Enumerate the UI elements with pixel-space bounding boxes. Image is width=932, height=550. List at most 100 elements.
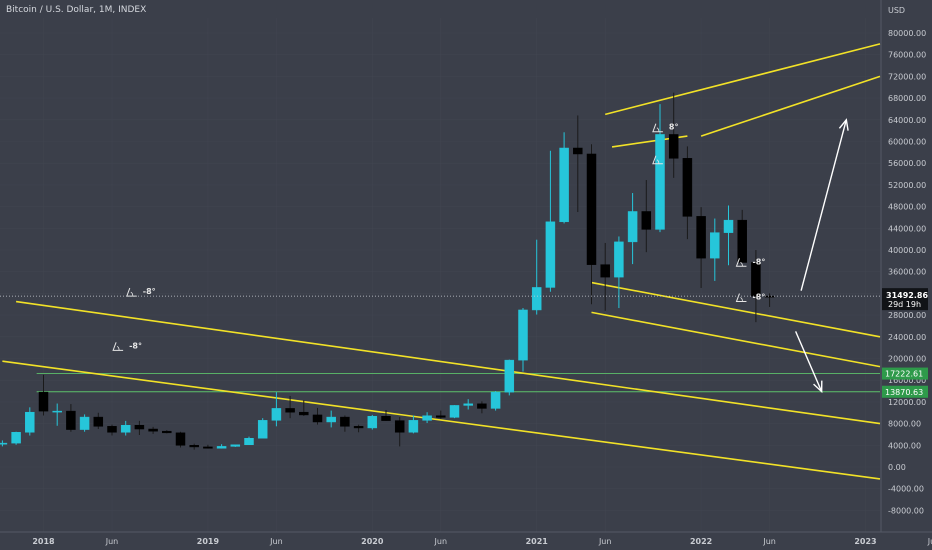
candle[interactable] [25, 407, 35, 436]
chart-title: Bitcoin / U.S. Dollar, 1M, INDEX [6, 5, 147, 15]
candle-body [545, 221, 556, 288]
candle[interactable] [299, 400, 309, 417]
candle[interactable] [38, 374, 49, 416]
forecast-arrow[interactable] [800, 118, 849, 291]
time-tick-label: Jun [927, 537, 932, 546]
candle-body [737, 219, 747, 263]
candle[interactable] [216, 444, 227, 449]
candle[interactable] [600, 242, 610, 311]
candle[interactable] [668, 92, 679, 178]
candle[interactable] [614, 236, 624, 309]
candle[interactable] [175, 431, 186, 448]
candle[interactable] [326, 410, 336, 428]
candle[interactable] [504, 359, 515, 396]
price-tick-label: 28000.00 [888, 311, 926, 320]
candle-body [436, 415, 446, 418]
candle[interactable] [257, 418, 268, 439]
candle[interactable] [230, 444, 241, 447]
candle[interactable] [79, 414, 90, 432]
price-tick-label: 64000.00 [888, 116, 926, 125]
candle-body [285, 408, 295, 413]
trendline[interactable] [2, 360, 881, 480]
candle[interactable] [559, 132, 569, 224]
candle-body [641, 211, 652, 230]
candle[interactable] [189, 443, 199, 450]
trendline[interactable] [591, 281, 881, 338]
angle-annotation [652, 155, 663, 165]
trendline[interactable] [591, 311, 881, 368]
angle-annotations: -8° -8° 8° -8° -8° [112, 123, 765, 351]
candle[interactable] [490, 391, 501, 411]
price-axis[interactable]: USD 80000.00 76000.00 72000.00 68000.00 64000… [880, 0, 932, 550]
candle[interactable] [723, 205, 734, 266]
candle[interactable] [52, 403, 62, 426]
candle[interactable] [545, 150, 556, 292]
candle[interactable] [422, 412, 432, 424]
candle[interactable] [394, 417, 405, 447]
candle-body [627, 211, 638, 243]
candle[interactable] [162, 430, 172, 434]
candle[interactable] [134, 420, 145, 435]
candle[interactable] [449, 405, 460, 419]
candle[interactable] [381, 410, 391, 421]
price-tick-label: 48000.00 [888, 203, 926, 212]
arrows[interactable] [794, 118, 849, 394]
candle[interactable] [285, 395, 295, 419]
candle-body [299, 411, 309, 416]
level-price-tag [882, 385, 928, 398]
trendline[interactable] [605, 43, 881, 116]
candle[interactable] [271, 392, 282, 427]
candle[interactable] [312, 407, 323, 425]
trendline[interactable] [700, 75, 881, 137]
candle[interactable] [120, 420, 131, 436]
candle[interactable] [531, 239, 542, 315]
time-tick-label: 2022 [690, 537, 712, 546]
candle[interactable] [518, 308, 528, 372]
price-tick-label: 68000.00 [888, 94, 926, 103]
candle[interactable] [367, 414, 378, 430]
candle-body [710, 232, 720, 259]
candle[interactable] [107, 424, 117, 436]
candle[interactable] [477, 401, 487, 414]
candle[interactable] [203, 444, 213, 449]
horizontal-levels[interactable] [36, 373, 880, 393]
candle[interactable] [641, 180, 652, 253]
candle[interactable] [11, 431, 21, 445]
candle[interactable] [573, 115, 583, 213]
trendlines[interactable] [2, 43, 881, 480]
price-tick-label: 4000.00 [888, 441, 921, 450]
price-tick-label: 0.00 [888, 463, 906, 472]
forecast-arrow[interactable] [794, 331, 823, 394]
candle[interactable] [710, 218, 720, 281]
candle-body [367, 416, 378, 429]
candles[interactable] [0, 92, 775, 450]
time-axis[interactable]: 2018 Jun 2019 Jun 2020 Jun 2021 Jun 2022 Jun 2023 J… [0, 531, 932, 546]
candle[interactable] [66, 404, 76, 432]
candle[interactable] [627, 193, 638, 265]
candle[interactable] [408, 415, 419, 434]
candle[interactable] [244, 436, 254, 446]
candle[interactable] [148, 426, 158, 434]
candle[interactable] [340, 415, 350, 432]
candle-body [696, 216, 706, 259]
candle[interactable] [737, 209, 747, 263]
candle[interactable] [751, 250, 761, 323]
angle-annotation: -8° [735, 257, 765, 267]
candle[interactable] [353, 424, 364, 433]
arrow-shaft [800, 119, 847, 291]
trendline[interactable] [15, 300, 881, 425]
candle[interactable] [764, 293, 775, 307]
time-tick-label: Jun [598, 537, 612, 546]
candle[interactable] [655, 104, 665, 233]
candle[interactable] [696, 207, 706, 288]
candle[interactable] [463, 399, 473, 410]
candle[interactable] [0, 440, 8, 447]
candle[interactable] [682, 146, 693, 240]
price-tick-label: -8000.00 [888, 506, 924, 515]
candle-body [381, 416, 391, 421]
candle[interactable] [93, 412, 104, 430]
candle[interactable] [436, 410, 446, 419]
candle[interactable] [586, 144, 597, 305]
